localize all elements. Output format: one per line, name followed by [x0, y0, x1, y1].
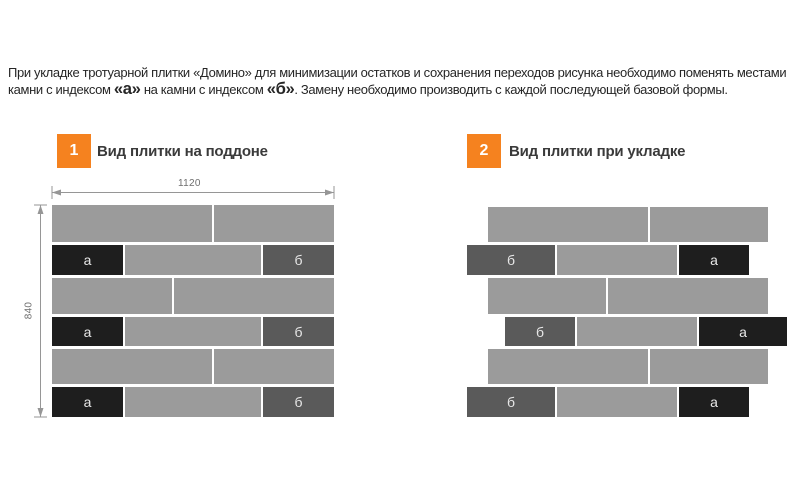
section-2-number-badge: 2 [467, 134, 501, 168]
tile-row [52, 349, 334, 384]
tile-b: б [505, 317, 575, 346]
tile-row [52, 205, 334, 242]
tile-gray [488, 278, 606, 314]
section-1-number-badge: 1 [57, 134, 91, 168]
dimension-height-label: 840 [23, 301, 35, 320]
dimension-width-label: 1120 [178, 178, 201, 189]
tile-a: а [699, 317, 787, 346]
section-1-title: Вид плитки на поддоне [97, 143, 268, 160]
tile-b: б [263, 317, 334, 346]
tile-gray [125, 387, 261, 417]
tile-gray [214, 349, 334, 384]
tile-b: б [467, 387, 555, 417]
index-b-emphasis: «б» [266, 79, 295, 98]
intro-line-2: камни с индексом «а» на камни с индексом… [8, 79, 728, 98]
tile-gray [52, 349, 212, 384]
tile-a: а [52, 317, 123, 346]
tile-gray [52, 278, 172, 314]
tile-gray [650, 349, 768, 384]
tile-b: б [263, 245, 334, 275]
tile-gray [488, 349, 648, 384]
intro-line-1: При укладке тротуарной плитки «Домино» д… [8, 65, 787, 80]
tile-gray [577, 317, 697, 346]
tile-gray [608, 278, 768, 314]
tile-gray [125, 245, 261, 275]
tile-a: а [679, 387, 749, 417]
tile-gray [214, 205, 334, 242]
tile-a: а [52, 387, 123, 417]
tile-row [488, 278, 788, 314]
tile-row [52, 278, 334, 314]
tile-gray [488, 207, 648, 242]
dimension-height-line [34, 204, 47, 418]
tile-a: а [679, 245, 749, 275]
dimension-width-line [51, 186, 335, 199]
tile-gray [557, 387, 677, 417]
index-a-emphasis: «а» [113, 79, 141, 98]
tile-row [488, 349, 788, 384]
section-2-title: Вид плитки при укладке [509, 143, 686, 160]
intro-paragraph: При укладке тротуарной плитки «Домино» д… [8, 64, 796, 98]
tile-a: а [52, 245, 123, 275]
tile-gray [650, 207, 768, 242]
tile-gray [125, 317, 261, 346]
tile-b: б [263, 387, 334, 417]
tile-gray [174, 278, 334, 314]
tile-gray [52, 205, 212, 242]
tile-row [488, 207, 788, 242]
tile-gray [557, 245, 677, 275]
tile-b: б [467, 245, 555, 275]
